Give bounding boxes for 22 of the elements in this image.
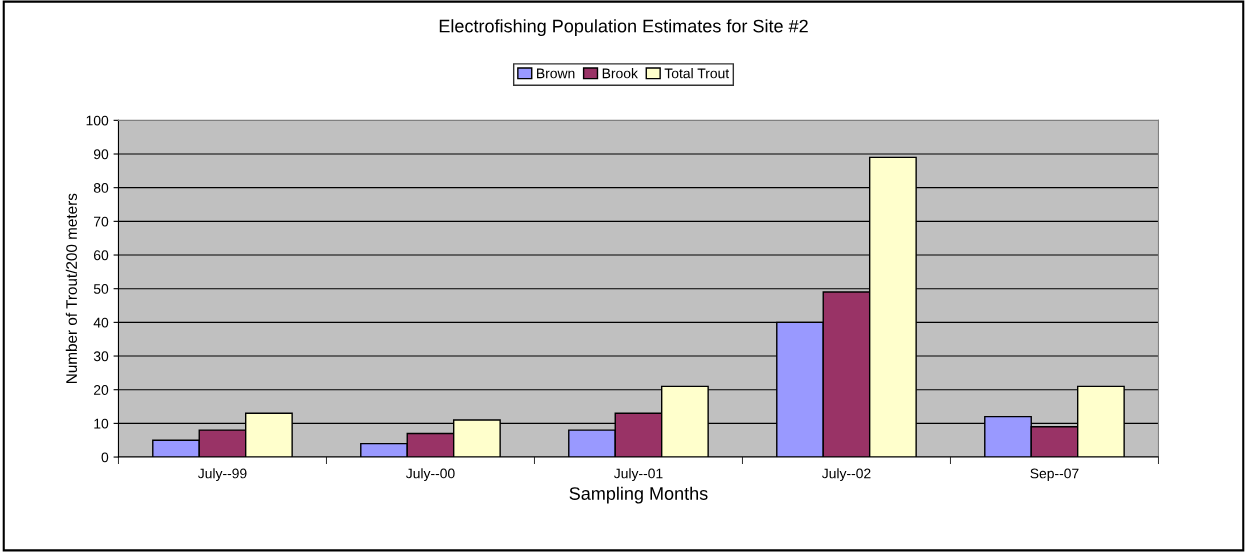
y-tick-label: 20 <box>93 385 109 395</box>
y-tick-label: 60 <box>94 250 109 261</box>
y-tick-label: 10 <box>94 418 109 429</box>
legend-label: Total Trout <box>664 68 730 79</box>
x-tick-label: July--02 <box>821 468 871 482</box>
y-tick-label: 30 <box>93 351 109 362</box>
y-tick-label: 0 <box>101 452 109 463</box>
x-tick-label: July--99 <box>197 468 247 482</box>
y-tick-label: 50 <box>93 284 109 294</box>
y-tick-label: 90 <box>93 149 109 160</box>
x-tick-label: July--00 <box>405 468 455 482</box>
y-axis-title: Number of Trout/200 meters <box>65 193 77 383</box>
y-tick-label: 70 <box>94 216 109 227</box>
x-tick-label: Sep--07 <box>1030 468 1079 482</box>
legend-label: Brown <box>537 68 575 79</box>
y-tick-label: 80 <box>93 183 109 193</box>
y-tick-label: 40 <box>93 317 109 328</box>
chart-title: Electrofishing Population Estimates for Site #2 <box>439 19 808 37</box>
legend-label: Brook <box>602 68 638 79</box>
y-tick-label: 100 <box>86 115 109 126</box>
x-axis-title: Sampling Months <box>569 486 708 504</box>
x-tick-label: July--01 <box>613 468 663 482</box>
